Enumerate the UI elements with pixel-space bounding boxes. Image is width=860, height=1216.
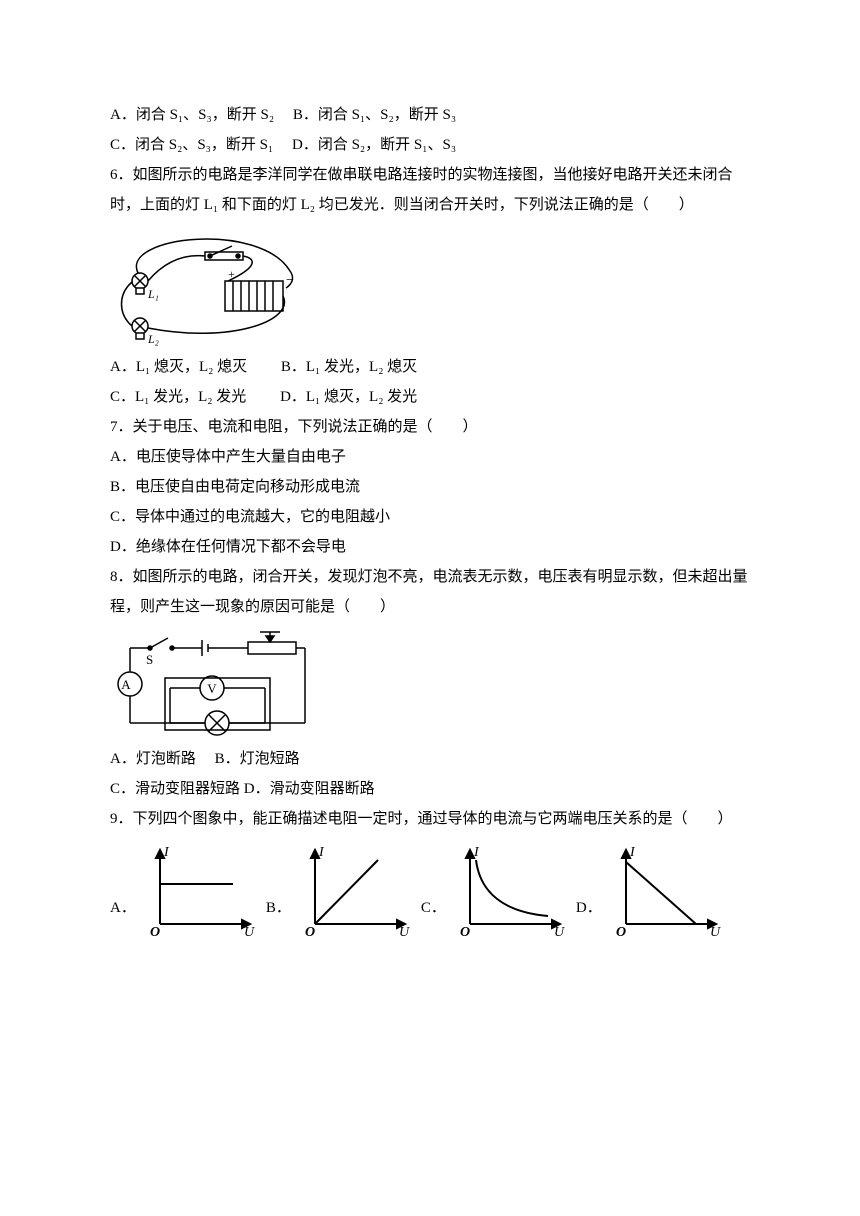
- svg-text:O: O: [150, 925, 160, 937]
- svg-text:U: U: [554, 925, 565, 937]
- q9-label-b: B．: [266, 893, 291, 937]
- q6-opt-b: B．L₁ 发光，L₂ 熄灭: [281, 359, 417, 375]
- q9-label-a: A．: [110, 893, 136, 937]
- q5-opt-a: A．闭合 S₁、S₃，断开 S₂: [110, 107, 274, 123]
- q8-figure: S A V: [110, 628, 750, 738]
- q9-opt-c: C． I U O: [421, 842, 568, 937]
- q7-stem: 7．关于电压、电流和电阻，下列说法正确的是（ ）: [110, 412, 750, 442]
- svg-text:I: I: [318, 845, 325, 860]
- q5-options-row1: A．闭合 S₁、S₃，断开 S₂ B．闭合 S₁、S₂，断开 S₃: [110, 100, 750, 130]
- q6-opt-d: D．L₁ 熄灭，L₂ 发光: [280, 389, 417, 405]
- q9-graph-b: I U O: [293, 842, 413, 937]
- svg-text:U: U: [244, 925, 255, 937]
- q6-options-row1: A．L₁ 熄灭，L₂ 熄灭 B．L₁ 发光，L₂ 熄灭: [110, 352, 750, 382]
- q6-opt-c: C．L₁ 发光，L₂ 发光: [110, 389, 246, 405]
- q8-options-row1: A．灯泡断路 B．灯泡短路: [110, 744, 750, 774]
- q9-label-c: C．: [421, 893, 446, 937]
- svg-text:U: U: [399, 925, 410, 937]
- q6-figure: L₁ L₂ + −: [110, 226, 750, 346]
- q8-options-row2: C．滑动变阻器短路 D．滑动变阻器断路: [110, 774, 750, 804]
- q9-label-d: D．: [576, 893, 602, 937]
- q6-opt-a: A．L₁ 熄灭，L₂ 熄灭: [110, 359, 247, 375]
- q9-opt-d: D． I U O: [576, 842, 724, 937]
- svg-text:O: O: [460, 925, 470, 937]
- q9-graph-c: I U O: [448, 842, 568, 937]
- q6-stem: 6．如图所示的电路是李洋同学在做串联电路连接时的实物连接图，当他接好电路开关还未…: [110, 160, 750, 220]
- svg-text:I: I: [163, 845, 170, 860]
- q8-opt-c: C．滑动变阻器短路: [110, 781, 240, 797]
- q8-stem: 8．如图所示的电路，闭合开关，发现灯泡不亮，电流表无示数，电压表有明显示数，但未…: [110, 562, 750, 622]
- q7-opt-d: D．绝缘体在任何情况下都不会导电: [110, 532, 750, 562]
- q6-label-l2: L₂: [147, 332, 159, 346]
- q9-opt-a: A． I U O: [110, 842, 258, 937]
- q8-label-v: V: [207, 681, 217, 696]
- q6-minus: −: [286, 273, 294, 288]
- q9-graph-a: I U O: [138, 842, 258, 937]
- q5-opt-b: B．闭合 S₁、S₂，断开 S₃: [293, 107, 456, 123]
- q5-opt-d: D．闭合 S₂，断开 S₁、S₃: [292, 137, 456, 153]
- svg-text:U: U: [710, 925, 721, 937]
- q8-label-a: A: [121, 677, 131, 692]
- q9-opt-b: B． I U O: [266, 842, 413, 937]
- q6-label-l1: L₁: [147, 287, 159, 301]
- q7-opt-c: C．导体中通过的电流越大，它的电阻越小: [110, 502, 750, 532]
- q7-opt-a: A．电压使导体中产生大量自由电子: [110, 442, 750, 472]
- svg-text:I: I: [473, 845, 480, 860]
- q5-options-row2: C．闭合 S₂、S₃，断开 S₁ D．闭合 S₂，断开 S₁、S₃: [110, 130, 750, 160]
- q6-plus: +: [228, 267, 235, 281]
- q8-label-s: S: [146, 652, 153, 667]
- q8-opt-a: A．灯泡断路: [110, 751, 196, 767]
- q7-opt-b: B．电压使自由电荷定向移动形成电流: [110, 472, 750, 502]
- q6-options-row2: C．L₁ 发光，L₂ 发光 D．L₁ 熄灭，L₂ 发光: [110, 382, 750, 412]
- svg-text:O: O: [305, 925, 315, 937]
- svg-text:I: I: [629, 845, 636, 860]
- q8-opt-d: D．滑动变阻器断路: [244, 781, 375, 797]
- q5-opt-c: C．闭合 S₂、S₃，断开 S₁: [110, 137, 273, 153]
- svg-text:O: O: [616, 925, 626, 937]
- q9-stem: 9．下列四个图象中，能正确描述电阻一定时，通过导体的电流与它两端电压关系的是（ …: [110, 804, 750, 834]
- q9-graph-d: I U O: [604, 842, 724, 937]
- q8-opt-b: B．灯泡短路: [215, 751, 300, 767]
- q9-option-row: A． I U O B． I U O: [110, 842, 750, 937]
